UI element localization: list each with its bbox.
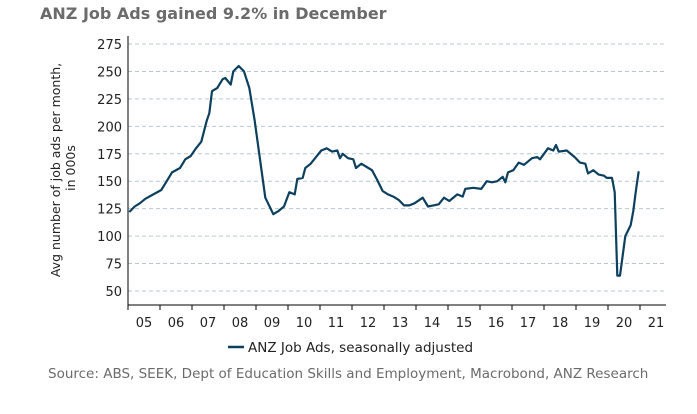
y-axis-label-line-1: Avg number of job ads per month, bbox=[48, 63, 63, 277]
x-tick-label: 09 bbox=[264, 316, 281, 331]
x-tick-label: 18 bbox=[552, 316, 569, 331]
x-tick-label: 07 bbox=[200, 316, 217, 331]
x-tick-label: 10 bbox=[296, 316, 313, 331]
y-tick-label: 250 bbox=[97, 65, 122, 80]
y-axis-label-line-2: in 000s bbox=[63, 145, 78, 191]
x-tick-label: 16 bbox=[488, 316, 505, 331]
y-tick-label: 150 bbox=[97, 175, 122, 190]
x-tick-label: 17 bbox=[520, 316, 537, 331]
x-tick-label: 15 bbox=[456, 316, 473, 331]
x-axis: 05 06 07 08 09 10 11 12 13 14 15 16 17 18 19 20 21 bbox=[127, 304, 666, 331]
x-tick-label: 20 bbox=[616, 316, 633, 331]
x-tick-label: 06 bbox=[168, 316, 185, 331]
x-tick-label: 19 bbox=[584, 316, 601, 331]
y-axis-label: Avg number of job ads per month, in 000s bbox=[48, 59, 78, 277]
x-tick-label: 11 bbox=[328, 316, 345, 331]
gridlines bbox=[128, 43, 666, 292]
x-tick-label: 08 bbox=[232, 316, 249, 331]
legend-label: ANZ Job Ads, seasonally adjusted bbox=[248, 340, 473, 356]
y-tick-label: 75 bbox=[105, 258, 122, 273]
x-tick-label: 05 bbox=[136, 316, 153, 331]
y-tick-label: 100 bbox=[97, 230, 122, 245]
y-tick-label: 175 bbox=[97, 148, 122, 163]
y-tick-label: 225 bbox=[97, 93, 122, 108]
x-tick-label: 21 bbox=[648, 316, 665, 331]
y-tick-label: 200 bbox=[97, 120, 122, 135]
chart-title: ANZ Job Ads gained 9.2% in December bbox=[40, 4, 387, 23]
y-tick-label: 275 bbox=[97, 38, 122, 53]
source-note: Source: ABS, SEEK, Dept of Education Ski… bbox=[48, 366, 649, 382]
y-axis: 50 75 100 125 150 175 200 225 250 275 bbox=[97, 36, 129, 305]
x-tick-label: 12 bbox=[360, 316, 377, 331]
x-tick-label: 13 bbox=[392, 316, 409, 331]
x-tick-label: 14 bbox=[424, 316, 441, 331]
y-tick-label: 125 bbox=[97, 203, 122, 218]
series-line bbox=[128, 64, 640, 277]
y-tick-label: 50 bbox=[105, 285, 122, 300]
